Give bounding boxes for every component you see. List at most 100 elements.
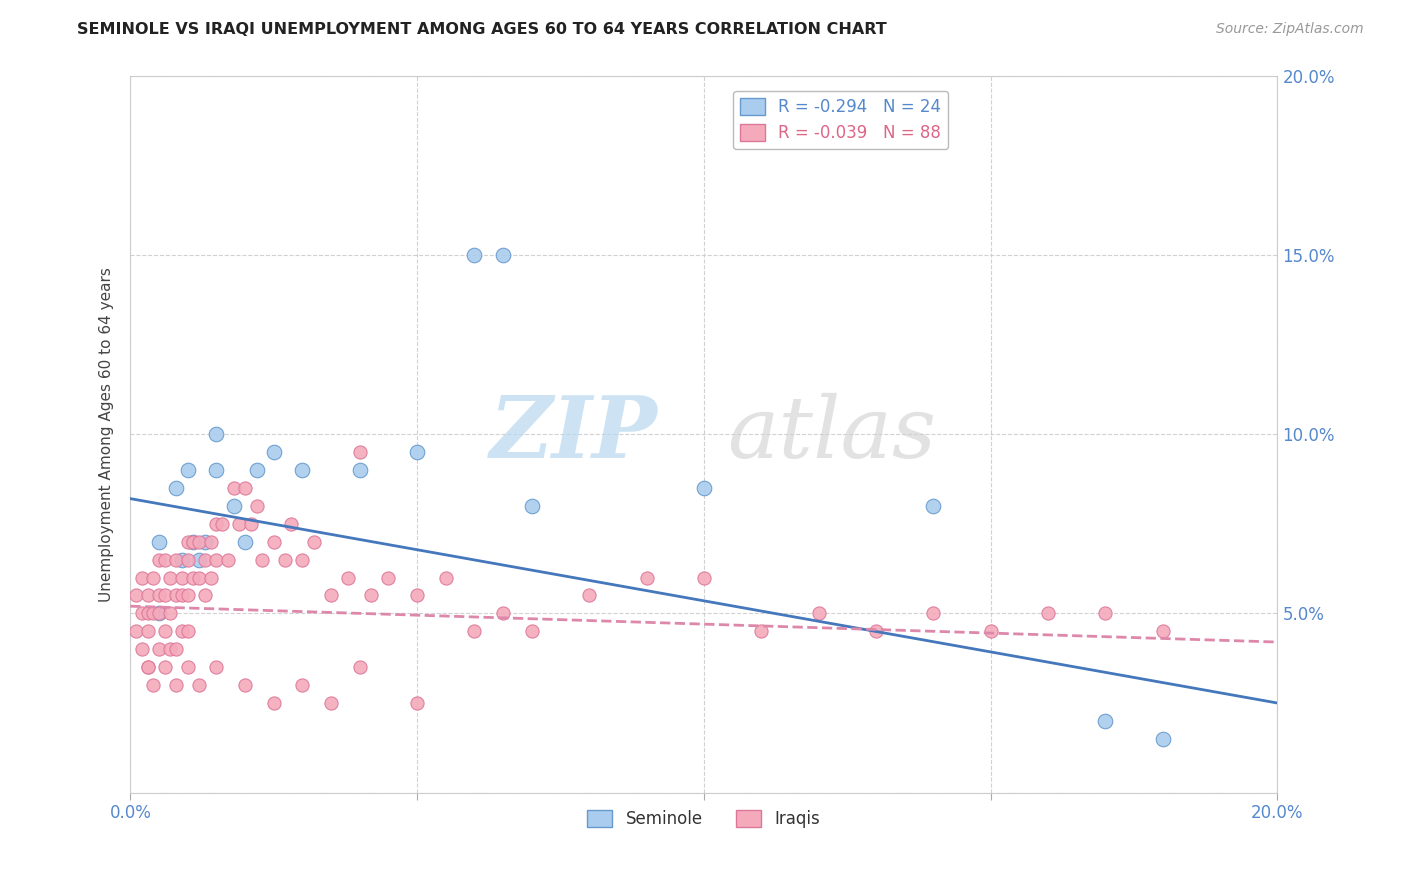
Point bbox=[183, 534, 205, 549]
Point bbox=[194, 534, 217, 549]
Point bbox=[205, 552, 228, 566]
Point bbox=[693, 481, 716, 495]
Point bbox=[211, 516, 233, 531]
Point bbox=[263, 696, 285, 710]
Point bbox=[165, 589, 187, 603]
Point bbox=[245, 499, 267, 513]
Point bbox=[319, 589, 342, 603]
Point bbox=[636, 570, 658, 584]
Point bbox=[280, 516, 302, 531]
Point bbox=[159, 642, 181, 657]
Y-axis label: Unemployment Among Ages 60 to 64 years: Unemployment Among Ages 60 to 64 years bbox=[100, 267, 114, 601]
Point bbox=[148, 607, 170, 621]
Point bbox=[142, 570, 165, 584]
Point bbox=[165, 552, 187, 566]
Point bbox=[749, 624, 772, 639]
Point bbox=[142, 678, 165, 692]
Point bbox=[233, 534, 256, 549]
Point bbox=[125, 624, 148, 639]
Point bbox=[165, 642, 187, 657]
Point bbox=[1036, 607, 1059, 621]
Point bbox=[492, 248, 515, 262]
Point bbox=[406, 589, 429, 603]
Point bbox=[274, 552, 297, 566]
Point bbox=[176, 463, 198, 477]
Point bbox=[291, 552, 314, 566]
Point bbox=[165, 481, 187, 495]
Point bbox=[188, 552, 211, 566]
Point bbox=[176, 624, 198, 639]
Point bbox=[200, 534, 222, 549]
Point bbox=[434, 570, 457, 584]
Point bbox=[148, 607, 170, 621]
Point bbox=[349, 445, 371, 459]
Point bbox=[228, 516, 250, 531]
Point bbox=[263, 445, 285, 459]
Point bbox=[131, 642, 153, 657]
Point bbox=[131, 607, 153, 621]
Point bbox=[170, 552, 193, 566]
Point bbox=[520, 624, 543, 639]
Point bbox=[194, 552, 217, 566]
Point bbox=[922, 607, 945, 621]
Point bbox=[922, 499, 945, 513]
Point bbox=[205, 427, 228, 442]
Point bbox=[176, 534, 198, 549]
Point bbox=[980, 624, 1002, 639]
Point bbox=[492, 607, 515, 621]
Point bbox=[377, 570, 399, 584]
Point bbox=[200, 570, 222, 584]
Point bbox=[463, 624, 485, 639]
Point bbox=[865, 624, 887, 639]
Point bbox=[148, 534, 170, 549]
Point bbox=[233, 481, 256, 495]
Point bbox=[170, 570, 193, 584]
Point bbox=[337, 570, 360, 584]
Point bbox=[176, 660, 198, 674]
Point bbox=[1152, 624, 1174, 639]
Point bbox=[165, 678, 187, 692]
Point bbox=[170, 589, 193, 603]
Point bbox=[176, 552, 198, 566]
Point bbox=[807, 607, 830, 621]
Point bbox=[125, 589, 148, 603]
Point bbox=[291, 463, 314, 477]
Point bbox=[148, 589, 170, 603]
Point bbox=[136, 660, 159, 674]
Point bbox=[148, 552, 170, 566]
Point bbox=[349, 463, 371, 477]
Point bbox=[520, 499, 543, 513]
Point bbox=[188, 534, 211, 549]
Text: ZIP: ZIP bbox=[491, 392, 658, 475]
Point bbox=[170, 624, 193, 639]
Point bbox=[222, 499, 245, 513]
Point bbox=[239, 516, 262, 531]
Text: Source: ZipAtlas.com: Source: ZipAtlas.com bbox=[1216, 22, 1364, 37]
Point bbox=[153, 660, 176, 674]
Point bbox=[142, 607, 165, 621]
Point bbox=[263, 534, 285, 549]
Point bbox=[349, 660, 371, 674]
Point bbox=[148, 642, 170, 657]
Point bbox=[245, 463, 267, 477]
Point bbox=[136, 660, 159, 674]
Point bbox=[159, 607, 181, 621]
Legend: Seminole, Iraqis: Seminole, Iraqis bbox=[581, 803, 827, 835]
Point bbox=[319, 696, 342, 710]
Point bbox=[136, 607, 159, 621]
Point bbox=[222, 481, 245, 495]
Point bbox=[205, 516, 228, 531]
Point bbox=[1094, 607, 1116, 621]
Point bbox=[188, 570, 211, 584]
Point bbox=[406, 445, 429, 459]
Text: atlas: atlas bbox=[727, 392, 936, 475]
Point bbox=[153, 589, 176, 603]
Point bbox=[183, 570, 205, 584]
Point bbox=[205, 463, 228, 477]
Point bbox=[1152, 731, 1174, 746]
Point bbox=[693, 570, 716, 584]
Point bbox=[252, 552, 274, 566]
Point bbox=[233, 678, 256, 692]
Point bbox=[291, 678, 314, 692]
Point bbox=[406, 696, 429, 710]
